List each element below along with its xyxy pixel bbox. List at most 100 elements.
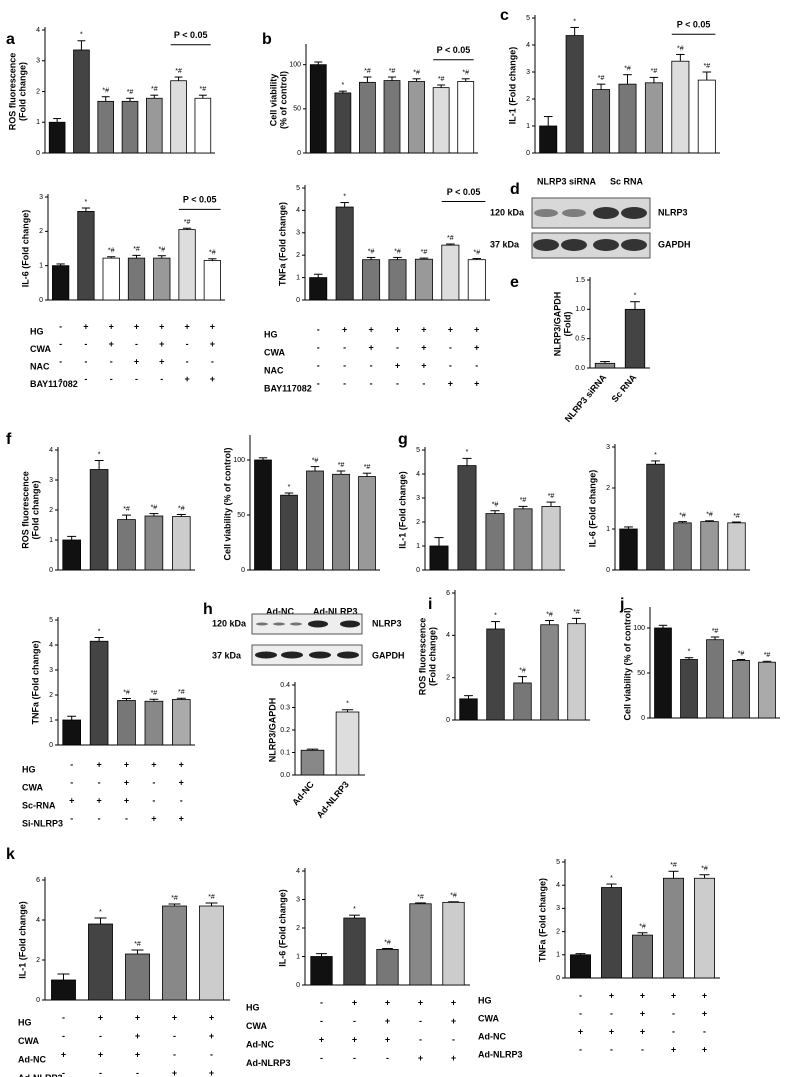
bar [680, 659, 698, 719]
significance-label: *# [178, 689, 185, 696]
treatment-mark: - [110, 356, 113, 366]
x-tick-label: NLRP3 siRNA [563, 372, 609, 424]
treatment-mark: + [98, 1012, 103, 1022]
blot-bands [255, 620, 360, 659]
bar [457, 81, 475, 154]
y-axis-label: TNFa (Fold change) [537, 878, 547, 962]
significance-label: *# [208, 894, 215, 901]
bar [88, 923, 113, 1001]
bar [459, 698, 478, 721]
treatment-mark: - [84, 356, 87, 366]
treatment-mark: + [69, 795, 74, 805]
bar [409, 903, 432, 986]
treatment-name: HG [246, 1002, 260, 1012]
treatment-mark: - [70, 759, 73, 769]
treatment-mark: + [135, 1031, 140, 1041]
y-tick-label: 4 [446, 632, 450, 639]
y-tick-label: 0.0 [575, 365, 585, 372]
y-axis-label: IL-6 (Fold change) [587, 470, 597, 548]
blot-d: d NLRP3 siRNA Sc RNA 120 kDa 37 kDa NLRP… [490, 176, 691, 259]
y-tick-label: 0 [606, 567, 610, 574]
significance-label: *# [368, 248, 375, 255]
bracket-label: P < 0.05 [183, 195, 217, 205]
y-tick-label: 4 [556, 882, 560, 889]
bar [199, 905, 224, 1001]
panel-letter: d [510, 181, 520, 198]
bar [442, 901, 465, 986]
treatment-mark: - [99, 1031, 102, 1041]
significance-label: *# [651, 68, 658, 75]
significance-label: *# [764, 652, 771, 659]
bar [388, 259, 407, 301]
treatment-mark: - [317, 378, 320, 388]
bar [601, 887, 622, 979]
y-axis-label: (Fold) [562, 312, 572, 337]
bar [332, 473, 350, 571]
treatment-name: NAC [264, 365, 284, 375]
bar [171, 516, 191, 571]
bar [170, 80, 187, 154]
treatment-name: CWA [18, 1036, 39, 1046]
significance-label: *# [364, 464, 371, 471]
protein-label: NLRP3 [658, 207, 688, 217]
y-tick-label: 0 [526, 150, 530, 157]
bar [306, 470, 324, 571]
bracket-label: P < 0.05 [174, 30, 208, 40]
treatment-name: Ad-NC [478, 1031, 506, 1041]
treatment-mark: + [319, 1034, 324, 1044]
treatment-mark: + [209, 1031, 214, 1041]
bar [48, 121, 66, 154]
y-axis-label: TNFa (Fold change) [277, 202, 287, 286]
treatment-mark: - [343, 342, 346, 352]
treatment-mark: - [84, 374, 87, 384]
treatment-mark: + [98, 1049, 103, 1059]
bar [343, 917, 366, 986]
y-tick-label: 4 [526, 42, 530, 49]
treatment-mark: - [370, 360, 373, 370]
treatment-mark: + [151, 759, 156, 769]
significance-label: *# [733, 513, 740, 520]
treatment-mark: + [209, 1012, 214, 1022]
treatment-mark: - [98, 813, 101, 823]
treatment-mark: - [59, 356, 62, 366]
bar [117, 700, 136, 746]
significance-label: *# [520, 497, 527, 504]
significance-label: * [98, 451, 101, 458]
y-tick-label: 5 [416, 447, 420, 454]
bar [358, 476, 376, 571]
y-tick-label: 4 [416, 471, 420, 478]
significance-label: *# [389, 68, 396, 75]
bar [125, 953, 150, 1001]
y-tick-label: 2 [296, 252, 300, 259]
treatment-mark: + [210, 339, 215, 349]
significance-label: *# [462, 70, 469, 77]
treatment-mark: + [702, 990, 707, 1000]
y-tick-label: 2 [36, 957, 40, 964]
treatment-name: Ad-NLRP3 [246, 1058, 291, 1068]
bar [359, 81, 376, 154]
y-tick-label: 3 [556, 905, 560, 912]
y-tick-label: 0 [39, 297, 43, 304]
bar [89, 640, 109, 746]
treatment-mark: + [671, 1044, 676, 1054]
significance-label: *# [200, 86, 207, 93]
treatment-mark: - [59, 321, 62, 331]
bar [565, 35, 584, 154]
blot-membrane [251, 613, 363, 635]
treatment-mark: + [135, 1012, 140, 1022]
treatment-mark: + [135, 1049, 140, 1059]
y-tick-label: 0.0 [280, 772, 290, 779]
treatment-mark: + [640, 1008, 645, 1018]
treatment-mark: - [317, 324, 320, 334]
bar [254, 459, 272, 571]
y-tick-label: 0.1 [280, 749, 290, 756]
treatment-mark: - [452, 1034, 455, 1044]
bar [117, 519, 136, 571]
y-axis-label: Cell viability (% of control) [622, 607, 632, 720]
significance-label: *# [175, 68, 182, 75]
bar [73, 49, 90, 154]
bar [654, 627, 672, 719]
treatment-mark: - [317, 342, 320, 352]
treatment-name: CWA [246, 1021, 267, 1031]
y-tick-label: 0.5 [575, 336, 585, 343]
